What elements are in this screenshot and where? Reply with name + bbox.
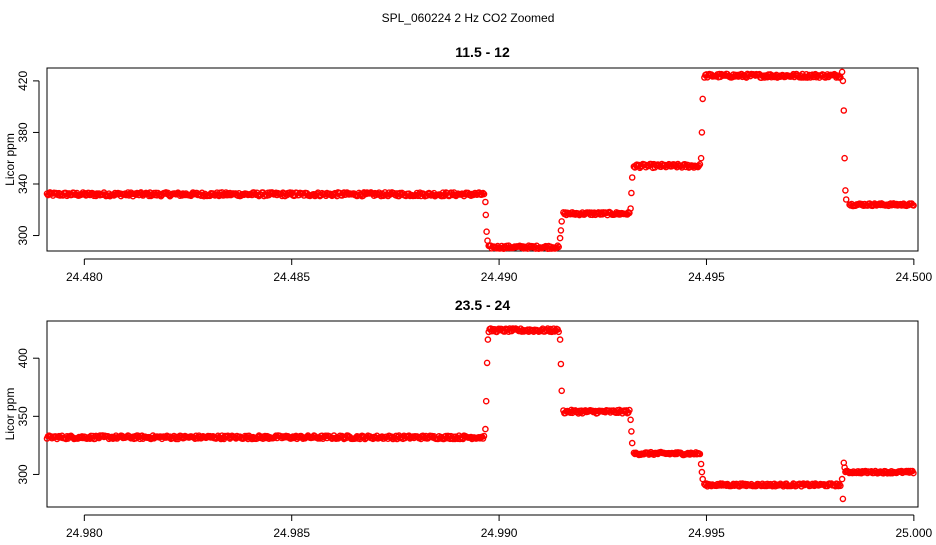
data-point — [699, 475, 707, 483]
chart-title: 11.5 - 12 — [455, 44, 510, 60]
data-point — [480, 432, 488, 440]
x-tick-label: 25.000 — [896, 526, 933, 540]
x-tick-label: 24.495 — [688, 270, 725, 284]
y-tick-label: 340 — [16, 174, 30, 194]
data-point — [480, 190, 488, 198]
page-title: SPL_060224 2 Hz CO2 Zoomed — [382, 11, 555, 25]
data-point — [628, 428, 635, 435]
data-point — [484, 237, 491, 244]
x-tick-label: 24.500 — [896, 270, 933, 284]
data-point — [698, 468, 706, 476]
x-tick-label: 24.490 — [481, 270, 518, 284]
y-tick-label: 400 — [16, 348, 30, 368]
data-point — [838, 68, 846, 76]
data-point — [479, 189, 487, 197]
data-point — [627, 205, 634, 212]
x-tick-label: 24.480 — [66, 270, 103, 284]
y-axis-label: Licor ppm — [3, 133, 17, 186]
data-point — [697, 154, 705, 162]
data-point — [483, 228, 490, 235]
data-point — [482, 211, 490, 219]
data-point — [626, 406, 633, 414]
data-point — [910, 469, 917, 477]
data-point — [627, 416, 634, 424]
plot-frame — [46, 320, 919, 508]
data-point — [628, 439, 636, 447]
y-tick-label: 300 — [16, 225, 30, 245]
x-tick-label: 24.980 — [66, 526, 103, 540]
data-point — [696, 450, 704, 458]
data-point — [837, 482, 844, 490]
data-point — [482, 397, 490, 405]
data-series — [43, 68, 917, 252]
chart-title: 23.5 - 24 — [455, 297, 510, 313]
data-point — [839, 77, 847, 85]
x-tick-label: 24.995 — [688, 526, 725, 540]
data-point — [842, 187, 849, 194]
data-point — [696, 160, 704, 168]
data-point — [484, 336, 492, 343]
data-point — [558, 387, 566, 395]
data-point — [554, 242, 562, 249]
data-point — [483, 359, 491, 367]
y-axis-label: Licor ppm — [3, 388, 17, 441]
data-point — [628, 174, 636, 181]
data-point — [842, 196, 850, 203]
data-series — [43, 325, 917, 503]
y-tick-label: 300 — [16, 464, 30, 484]
x-tick-label: 24.985 — [273, 526, 310, 540]
x-tick-label: 24.485 — [273, 270, 310, 284]
data-point — [841, 464, 848, 471]
x-tick-label: 24.990 — [481, 526, 518, 540]
y-tick-label: 350 — [16, 406, 30, 426]
data-point — [841, 154, 848, 162]
data-point — [699, 95, 707, 103]
data-point — [698, 129, 706, 136]
data-point — [555, 328, 563, 336]
data-point — [556, 234, 564, 242]
data-point — [628, 189, 635, 197]
chart-panel-2: 23.5 - 24 24.980 24.985 24.990 24.995 25.000 3… — [3, 297, 933, 540]
data-point — [697, 460, 705, 468]
data-point — [557, 227, 565, 234]
data-point — [838, 475, 846, 483]
data-point — [558, 218, 566, 225]
plot-frame — [46, 67, 919, 252]
chart-panel-1: 11.5 - 12 24.480 24.485 24.490 24.495 24.500 3… — [3, 44, 933, 284]
data-point — [556, 336, 564, 343]
data-point — [840, 107, 848, 114]
data-point — [839, 495, 847, 503]
data-point — [482, 198, 489, 206]
data-point — [557, 360, 565, 368]
data-point — [910, 202, 917, 209]
data-point — [482, 425, 489, 433]
y-tick-label: 420 — [16, 71, 30, 91]
y-tick-label: 380 — [16, 122, 30, 142]
data-point — [555, 243, 563, 251]
